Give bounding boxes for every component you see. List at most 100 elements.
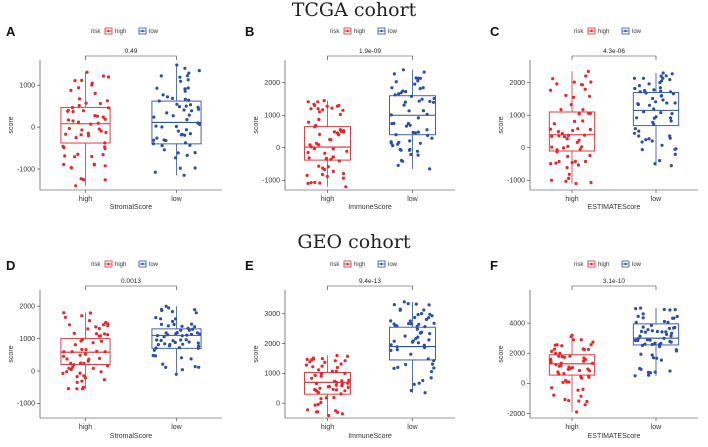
data-point-low [174,332,178,336]
data-point-low [650,139,654,143]
data-point-low [175,102,179,106]
data-point-low [176,151,180,155]
legend-label-low: low [388,262,398,268]
x-tick-label-low: low [171,196,182,203]
data-point-high [62,311,66,315]
x-tick-label-high: high [565,196,578,203]
data-point-high [343,371,347,375]
significance-bracket: 0.49 [85,48,177,60]
data-point-high [104,130,108,135]
data-point-low [667,326,672,330]
data-point-high [316,100,320,104]
data-point-high [343,359,347,363]
y-tick-label: 2000 [509,351,525,358]
data-point-high [306,408,310,412]
data-point-high [341,171,346,176]
data-point-low [664,330,668,334]
data-point-low [672,316,676,320]
data-point-low [432,359,436,363]
data-point-low [633,127,637,131]
legend: risk high low [330,27,398,35]
data-point-high [566,144,570,148]
data-point-high [95,114,99,118]
data-point-high [569,335,573,339]
data-point-low [401,68,405,72]
data-point-high [87,319,92,323]
y-tick-label: 0 [521,145,525,152]
data-point-high [554,363,558,367]
data-point-low [420,97,424,101]
data-point-low [654,100,658,104]
x-tick-label-low: low [407,196,418,203]
box-iqr [151,328,202,349]
x-axis-title: ESTIMATEScore [588,433,641,440]
data-point-high [81,178,86,182]
data-point-high [588,127,593,132]
data-point-low [418,76,422,80]
data-point-high [585,399,589,404]
data-point-high [99,339,103,343]
data-point-high [562,135,567,139]
data-point-low [193,151,197,155]
data-point-low [427,316,431,320]
data-point-high [560,344,564,348]
data-point-high [311,357,316,361]
data-point-low [164,365,168,369]
data-point-low [422,343,426,347]
data-point-low [153,354,158,358]
data-point-high [578,147,582,151]
data-point-high [105,99,109,103]
data-point-high [581,347,585,351]
legend-label-low: low [632,262,642,268]
data-point-high [550,145,554,149]
data-point-high [549,88,553,92]
data-point-low [407,148,412,152]
data-point-low [639,306,643,310]
data-point-high [331,155,335,159]
data-point-low [156,343,160,347]
data-point-low [632,76,637,80]
y-tick-label: 1000 [19,336,35,343]
data-point-low [153,170,157,174]
y-tick-label: 1000 [19,82,35,89]
data-point-high [93,91,97,95]
data-point-high [332,396,336,400]
data-point-high [331,387,335,391]
x-axis-title: StromalScore [110,204,153,211]
data-point-high [565,380,569,384]
y-tick-label: 0 [31,124,35,131]
data-point-high [586,367,590,371]
data-point-high [334,383,338,387]
data-point-low [417,381,421,385]
data-point-high [583,357,588,362]
y-tick-label: 1000 [264,113,280,120]
data-point-low [669,164,673,168]
data-point-high [557,364,561,368]
data-point-low [671,92,676,96]
data-point-low [392,366,396,370]
data-point-high [80,78,84,82]
data-point-high [577,112,581,116]
data-point-low [404,124,409,128]
box-iqr [389,326,436,361]
data-point-high [327,414,331,418]
data-point-high [569,103,573,107]
data-point-low [659,358,664,362]
data-point-high [78,361,83,365]
data-point-high [556,130,561,134]
data-point-low [183,89,187,93]
data-point-low [408,139,412,143]
legend-label-high: high [598,262,609,268]
x-tick-label-low: low [171,424,182,431]
data-point-high [551,77,555,81]
data-point-high [83,352,87,356]
data-point-high [341,176,345,180]
data-point-high [65,370,69,374]
data-point-low [404,90,408,94]
data-point-high [82,361,86,365]
data-point-high [74,184,78,188]
data-point-high [86,131,90,135]
data-point-low [180,132,184,136]
